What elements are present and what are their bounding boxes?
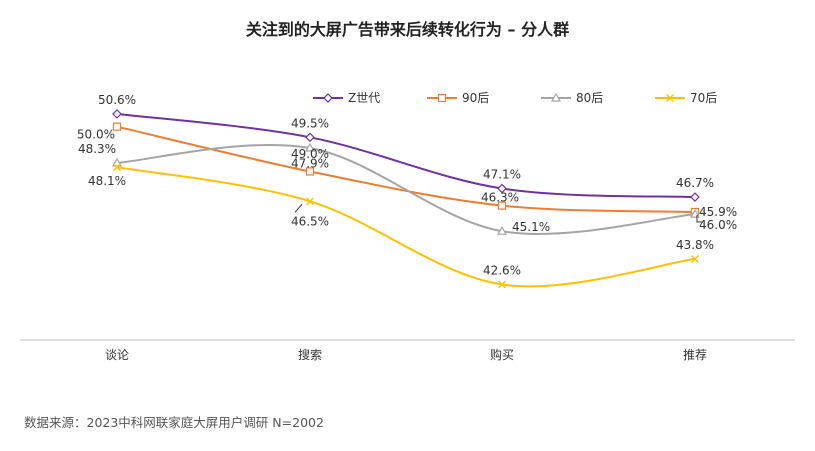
legend-label: 70后 [690,91,717,105]
data-point-marker [496,225,508,235]
data-label: 42.6% [483,264,521,278]
data-label: 47.1% [483,168,521,182]
legend-label: Z世代 [348,91,380,105]
chart-title: 关注到的大屏广告带来后续转化行为 – 分人群 [245,20,570,39]
data-point-marker [497,183,507,194]
series-line-3 [116,166,696,288]
x-tick-label: 购买 [490,347,514,362]
legend-label: 90后 [462,91,489,105]
data-point-marker [690,192,700,202]
data-label: 46.3% [481,191,519,205]
data-label: 45.9% [699,205,737,219]
data-label: 46.0% [699,218,737,232]
data-label: 46.7% [676,176,714,190]
leader-line [294,204,303,213]
data-label: 48.3% [78,142,116,156]
data-source-note: 数据来源：2023中科网联家庭大屏用户调研 N=2002 [24,415,324,430]
data-label: 45.1% [512,220,550,234]
data-point-marker [305,132,315,143]
legend-marker [437,93,447,103]
data-point-marker [112,122,122,131]
data-label: 48.1% [88,174,126,188]
data-label: 50.6% [98,93,136,107]
x-tick-label: 谈论 [105,348,129,362]
data-label: 50.0% [77,128,115,142]
x-tick-label: 搜索 [298,347,322,362]
data-point-marker [305,167,315,176]
legend-marker [666,94,674,102]
data-point-marker [498,280,506,289]
data-point-marker [306,197,314,206]
series-line-2 [116,143,696,235]
data-point-marker [304,142,316,152]
data-point-marker [691,254,699,263]
data-label: 43.8% [676,238,714,252]
legend-marker [550,92,562,102]
data-point-marker [112,109,122,119]
series-line-0 [116,112,696,199]
data-point-marker [113,163,121,172]
data-point-marker [111,157,123,167]
data-label: 49.0% [291,147,329,161]
data-label: 46.5% [291,214,329,228]
legend-marker [323,93,333,103]
legend-label: 80后 [576,91,603,105]
leader-line [696,215,702,223]
data-point-marker [497,201,507,210]
series-line-1 [116,125,696,213]
data-label: 47.9% [291,156,329,170]
data-label: 49.5% [291,116,329,130]
x-tick-label: 推荐 [683,348,707,362]
